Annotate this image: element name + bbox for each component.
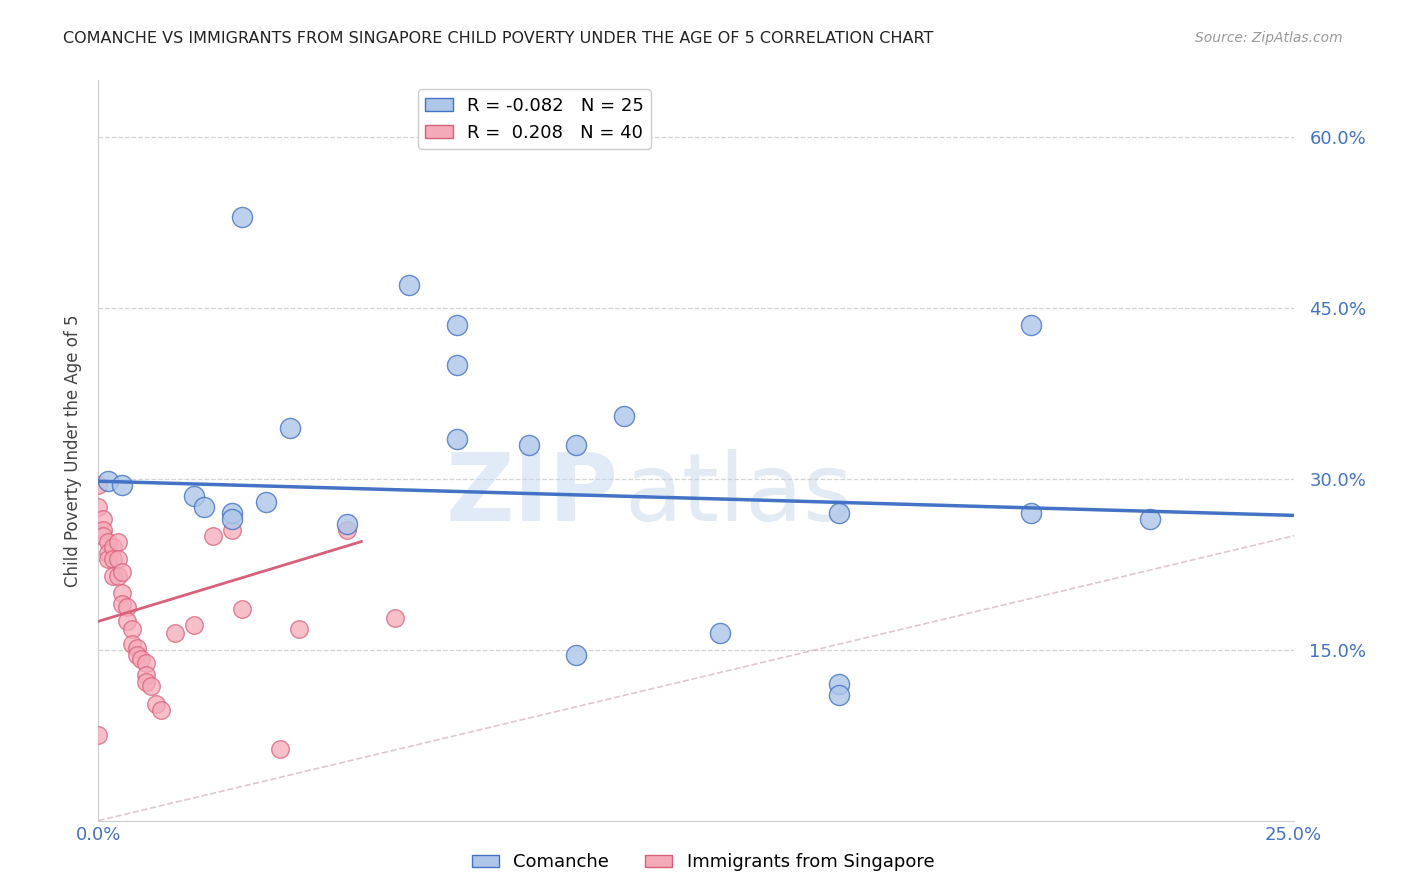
Point	[828, 677, 851, 691]
Point	[87, 500, 110, 515]
Point	[135, 657, 157, 671]
Point	[87, 477, 110, 491]
Point	[115, 615, 138, 629]
Point	[565, 438, 588, 452]
Point	[202, 529, 225, 543]
Point	[135, 674, 157, 689]
Point	[183, 489, 205, 503]
Point	[125, 648, 148, 663]
Point	[97, 474, 120, 488]
Point	[221, 512, 243, 526]
Legend: R = -0.082   N = 25, R =  0.208   N = 40: R = -0.082 N = 25, R = 0.208 N = 40	[418, 89, 651, 149]
Point	[231, 601, 253, 615]
Point	[97, 546, 120, 560]
Text: ZIP: ZIP	[446, 449, 619, 541]
Point	[101, 541, 124, 555]
Text: atlas: atlas	[624, 449, 852, 541]
Point	[517, 438, 540, 452]
Point	[446, 318, 468, 333]
Point	[278, 420, 301, 434]
Point	[193, 500, 215, 515]
Y-axis label: Child Poverty Under the Age of 5: Child Poverty Under the Age of 5	[65, 314, 83, 587]
Point	[183, 617, 205, 632]
Point	[97, 534, 120, 549]
Text: COMANCHE VS IMMIGRANTS FROM SINGAPORE CHILD POVERTY UNDER THE AGE OF 5 CORRELATI: COMANCHE VS IMMIGRANTS FROM SINGAPORE CH…	[63, 31, 934, 46]
Point	[254, 494, 277, 508]
Point	[565, 648, 588, 663]
Point	[231, 210, 253, 224]
Point	[1019, 506, 1042, 520]
Point	[139, 679, 162, 693]
Point	[101, 568, 124, 582]
Point	[1139, 512, 1161, 526]
Point	[221, 523, 243, 537]
Point	[828, 689, 851, 703]
Point	[398, 278, 420, 293]
Point	[91, 523, 114, 537]
Point	[107, 568, 129, 582]
Point	[135, 668, 157, 682]
Point	[446, 432, 468, 446]
Point	[131, 652, 153, 666]
Point	[336, 517, 359, 532]
Point	[107, 551, 129, 566]
Point	[111, 586, 134, 600]
Point	[121, 622, 143, 636]
Point	[145, 698, 167, 712]
Point	[828, 506, 851, 520]
Point	[269, 742, 291, 756]
Point	[125, 640, 148, 655]
Point	[709, 625, 731, 640]
Point	[97, 551, 120, 566]
Point	[111, 566, 134, 580]
Point	[91, 512, 114, 526]
Point	[288, 622, 311, 636]
Point	[115, 599, 138, 614]
Point	[121, 637, 143, 651]
Point	[101, 551, 124, 566]
Point	[163, 625, 186, 640]
Point	[221, 506, 243, 520]
Point	[149, 703, 172, 717]
Point	[107, 534, 129, 549]
Point	[446, 358, 468, 372]
Text: Source: ZipAtlas.com: Source: ZipAtlas.com	[1195, 31, 1343, 45]
Point	[111, 477, 134, 491]
Point	[1019, 318, 1042, 333]
Point	[613, 409, 636, 424]
Legend: Comanche, Immigrants from Singapore: Comanche, Immigrants from Singapore	[464, 847, 942, 879]
Point	[91, 529, 114, 543]
Point	[87, 728, 110, 742]
Point	[336, 523, 359, 537]
Point	[111, 597, 134, 611]
Point	[384, 611, 406, 625]
